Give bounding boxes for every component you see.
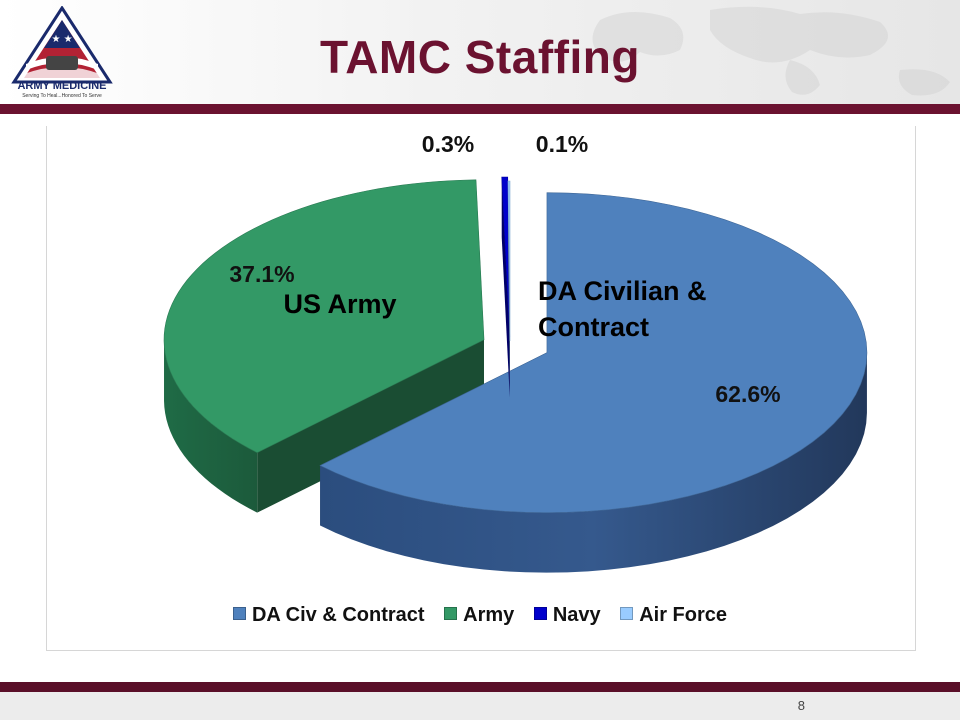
- page-number: 8: [797, 698, 805, 713]
- slice-top: [501, 176, 511, 338]
- army-medicine-logo: ★ ★: [11, 6, 113, 84]
- world-map-graphic: [592, 6, 950, 96]
- header-divider: [0, 104, 960, 114]
- value-label-navy: 0.3%: [422, 131, 474, 157]
- slice-top: [163, 179, 485, 453]
- pie-labels: 62.6% DA Civilian & Contract 37.1%US Army 0.…: [229, 131, 780, 407]
- legend-label: Navy: [552, 604, 601, 626]
- value-label-da-civ-contract: 62.6%: [715, 381, 780, 407]
- legend-label: DA Civ & Contract: [251, 604, 425, 626]
- legend-swatch: [232, 607, 246, 620]
- legend-item-da-civ: DA Civ & Contract: [232, 604, 425, 627]
- legend-swatch: [444, 607, 458, 620]
- chart-frame: [46, 126, 916, 651]
- slice-top: [319, 192, 868, 513]
- slice-top: [507, 180, 511, 342]
- legend-label: Army: [463, 604, 515, 626]
- slice-wall: [501, 177, 510, 398]
- category-label-army: US Army: [283, 289, 396, 319]
- category-label-da-civ-contract: DA Civilian & Contract: [538, 276, 707, 342]
- logo-wordmark: ARMY MEDICINE: [17, 80, 107, 92]
- slide-title: TAMC Staffing: [320, 31, 640, 83]
- slice-side: [320, 352, 867, 573]
- logo-tagline: Serving To Heal...Honored To Serve: [22, 93, 102, 99]
- value-label-army: 37.1%: [229, 261, 294, 287]
- slice-army: [163, 179, 485, 513]
- legend-swatch: [533, 607, 547, 620]
- value-label-air-force: 0.1%: [536, 131, 588, 157]
- slide-footer: [0, 692, 960, 720]
- legend-item-navy: Navy: [533, 604, 601, 627]
- legend-item-air-force: Air Force: [620, 604, 727, 627]
- svg-text:★ ★: ★ ★: [51, 34, 72, 45]
- chart-legend: DA Civ & Contract Army Navy Air Force: [0, 604, 960, 627]
- slice-side: [164, 340, 258, 513]
- pie-slices: [163, 176, 868, 573]
- slice-wall: [257, 339, 485, 513]
- legend-swatch: [620, 607, 634, 620]
- slice-air-force: [507, 180, 511, 402]
- slice-da-civ-contract: [319, 192, 868, 573]
- legend-item-army: Army: [444, 604, 514, 627]
- legend-label: Air Force: [639, 604, 728, 626]
- slide-header: ★ ★ ARMY MEDICINE Serving To Heal...Hono…: [0, 0, 960, 104]
- footer-divider: [0, 682, 960, 692]
